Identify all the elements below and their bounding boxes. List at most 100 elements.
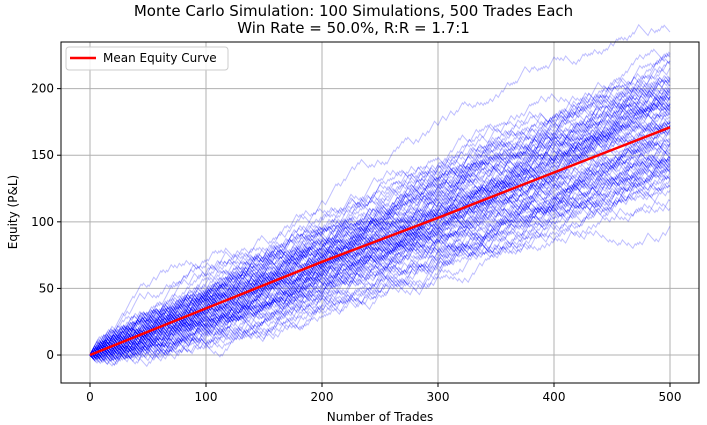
- simulation-path: [89, 163, 671, 359]
- simulation-path: [89, 60, 671, 357]
- simulation-path: [89, 151, 671, 361]
- simulation-path: [89, 90, 671, 358]
- simulation-path: [89, 96, 671, 361]
- simulation-path: [89, 203, 671, 362]
- simulation-path: [89, 94, 671, 360]
- x-tick-label: 200: [311, 390, 334, 404]
- simulation-path: [89, 167, 671, 363]
- y-axis-label: Equity (P&L): [6, 175, 20, 249]
- grid: [61, 42, 699, 383]
- simulation-path: [89, 76, 671, 356]
- simulation-path: [89, 78, 671, 356]
- simulation-path: [89, 156, 671, 356]
- simulation-path: [89, 57, 671, 356]
- simulation-path: [89, 89, 671, 362]
- simulation-path: [89, 164, 671, 358]
- simulation-paths: [89, 23, 671, 368]
- x-tick-label: 400: [543, 390, 566, 404]
- simulation-path: [89, 143, 671, 356]
- simulation-path: [89, 119, 671, 358]
- simulation-path: [89, 128, 671, 358]
- simulation-path: [89, 132, 671, 363]
- simulation-path: [89, 104, 671, 358]
- simulation-path: [89, 144, 671, 360]
- simulation-path: [89, 174, 671, 366]
- simulation-path: [89, 155, 671, 357]
- simulation-path: [89, 155, 671, 359]
- simulation-path: [89, 154, 671, 358]
- legend-mean-label: Mean Equity Curve: [103, 51, 217, 65]
- simulation-path: [89, 76, 671, 356]
- simulation-path: [89, 143, 671, 360]
- simulation-path: [89, 89, 671, 368]
- simulation-path: [89, 121, 671, 359]
- simulation-path: [89, 48, 671, 362]
- simulation-path: [89, 23, 671, 356]
- simulation-path: [89, 161, 671, 356]
- simulation-path: [89, 108, 671, 358]
- simulation-path: [89, 102, 671, 356]
- simulation-path: [89, 155, 671, 358]
- simulation-path: [89, 124, 671, 356]
- simulation-path: [89, 168, 671, 358]
- mean-equity-curve: [89, 126, 671, 357]
- simulation-path: [89, 137, 671, 358]
- simulation-path: [89, 155, 671, 359]
- simulation-path: [89, 78, 671, 356]
- simulation-path: [89, 119, 671, 356]
- simulation-path: [89, 93, 671, 363]
- simulation-path: [89, 101, 671, 356]
- simulation-path: [89, 125, 671, 358]
- simulation-path: [89, 198, 671, 367]
- simulation-path: [89, 157, 671, 360]
- simulation-path: [89, 92, 671, 356]
- simulation-path: [89, 118, 671, 356]
- simulation-path: [89, 92, 671, 356]
- x-tick-label: 0: [86, 390, 94, 404]
- simulation-path: [89, 172, 671, 356]
- legend: Mean Equity Curve: [65, 46, 229, 71]
- y-tick-label: 150: [31, 148, 54, 162]
- simulation-path: [89, 138, 671, 360]
- simulation-path: [89, 143, 671, 362]
- simulation-path: [89, 82, 671, 356]
- simulation-path: [89, 165, 671, 359]
- simulation-path: [89, 149, 671, 365]
- chart-title: Monte Carlo Simulation: 100 Simulations,…: [133, 2, 574, 20]
- y-tick-label: 200: [31, 82, 54, 96]
- simulation-path: [89, 60, 671, 356]
- plot-frame: [60, 41, 700, 384]
- mean-curve-layer: [89, 126, 671, 357]
- simulation-path: [89, 106, 671, 358]
- y-tick-label: 100: [31, 215, 54, 229]
- simulation-path: [89, 89, 671, 356]
- simulation-path: [89, 129, 671, 359]
- x-tick-label: 300: [427, 390, 450, 404]
- simulation-path: [89, 157, 671, 362]
- simulation-path: [89, 141, 671, 356]
- simulation-path: [89, 125, 671, 358]
- simulation-path: [89, 53, 671, 356]
- simulation-path: [89, 74, 671, 359]
- simulation-path: [89, 125, 671, 358]
- simulation-path: [89, 67, 671, 360]
- y-tick-label: 50: [39, 281, 54, 295]
- legend-box: [65, 46, 229, 71]
- simulation-path: [89, 76, 671, 357]
- axis-ticks: 0 100 200 300 400 500 0 50 100 150 200: [31, 82, 681, 404]
- chart-subtitle: Win Rate = 50.0%, R:R = 1.7:1: [237, 19, 470, 37]
- x-tick-label: 500: [659, 390, 682, 404]
- simulation-path: [89, 164, 671, 357]
- x-tick-label: 100: [195, 390, 218, 404]
- simulation-path: [89, 175, 671, 356]
- simulation-path: [89, 100, 671, 358]
- simulation-path: [89, 98, 671, 356]
- x-axis-label: Number of Trades: [327, 410, 434, 424]
- simulation-path: [89, 120, 671, 358]
- simulation-path: [89, 94, 671, 356]
- simulation-path: [89, 159, 671, 358]
- y-tick-label: 0: [46, 348, 54, 362]
- simulation-path: [89, 86, 671, 359]
- simulation-path: [89, 51, 671, 356]
